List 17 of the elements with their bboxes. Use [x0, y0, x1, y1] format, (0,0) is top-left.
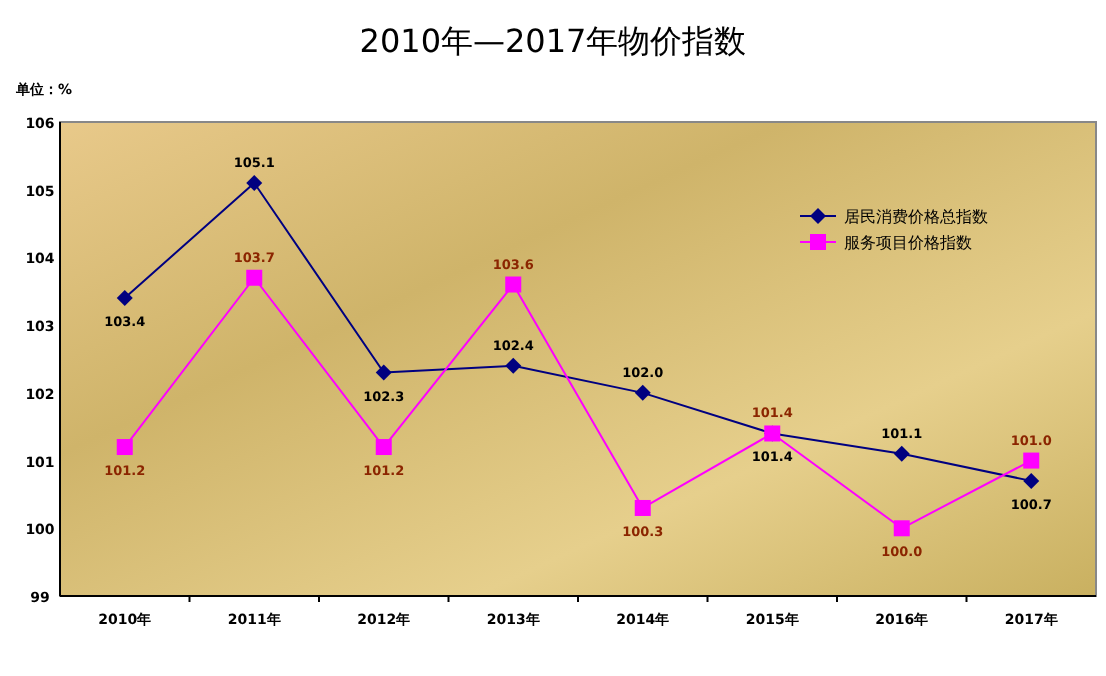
- point: [505, 357, 522, 374]
- point: [375, 364, 392, 381]
- point: [116, 290, 133, 307]
- point: [893, 445, 910, 462]
- point: [634, 384, 651, 401]
- point: [634, 499, 651, 516]
- point: [116, 439, 133, 456]
- chart-title: 2010年—2017年物价指数: [359, 22, 747, 60]
- point: [1023, 472, 1040, 489]
- point: [1023, 452, 1040, 469]
- legend-label: 服务项目价格指数: [844, 234, 972, 252]
- point: [246, 174, 263, 191]
- point: [505, 276, 522, 293]
- legend-label: 居民消费价格总指数: [844, 208, 988, 226]
- point: [893, 520, 910, 537]
- point: [246, 269, 263, 286]
- point: [375, 439, 392, 456]
